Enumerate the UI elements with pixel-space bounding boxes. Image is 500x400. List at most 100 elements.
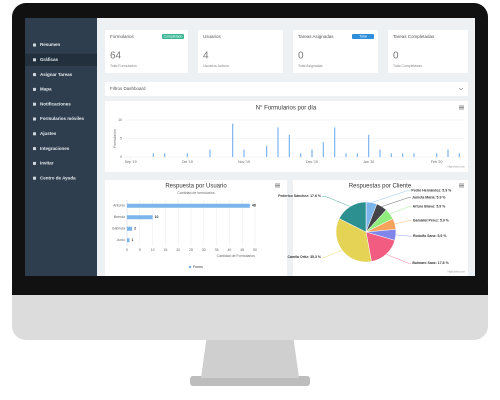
x-tick-label: 20 [176,248,180,252]
chart-title: Respuestas por Cliente [349,184,412,190]
y-tick-label: 0 [120,155,122,159]
data-label: Pedro Hernández: 5.9 % [411,189,452,193]
stat-card [105,30,188,73]
x-tick-label: 40 [227,248,231,252]
bar [368,134,370,157]
sidebar-icon [33,73,36,77]
sidebar-item[interactable]: Resumen [40,42,61,47]
card-value: 64 [110,51,122,62]
bar [127,215,153,220]
x-tick-label: 0 [126,248,128,252]
data-label: Camila Ortiz: 35.3 % [288,255,322,259]
x-tick-label: Jan '20 [363,160,374,164]
credits: Highcharts.com [448,166,465,169]
chart-subtitle: Cantidad de formularios [177,191,214,195]
bar [186,153,188,157]
sidebar-icon [33,132,36,136]
card-value: 4 [203,51,209,62]
bar [458,153,460,157]
bar [127,238,130,243]
label-connector [381,197,412,207]
data-label: 10 [155,215,159,219]
sidebar-icon [33,102,36,106]
bar [243,149,245,157]
bar [447,149,449,157]
y-tick-label: Gabriela [112,227,125,231]
card-caption: Total Asignadas [298,64,323,68]
data-label: 48 [252,204,256,208]
legend-label[interactable]: Forms [193,265,203,269]
card-caption: Total Formularios [110,64,137,68]
filter-chevron[interactable] [458,87,464,91]
stand-neck [201,335,299,378]
card-value: 0 [393,51,399,62]
bar [152,153,154,157]
pie-slice [335,218,372,263]
filter-label[interactable]: Filtros Dashboard [110,86,146,91]
filter-bar [105,82,468,96]
stat-card [388,30,468,73]
chart-title: Respuesta por Usuario [165,184,227,190]
sidebar-item[interactable]: Ajustes [40,131,57,136]
sidebar-active [25,53,97,66]
sidebar-icon [33,161,36,165]
legend-marker[interactable] [188,265,192,269]
y-tick-label: Antonio [113,204,125,208]
bar [127,226,133,231]
card-title: Tareas Completadas [393,34,435,39]
stat-card [293,30,378,73]
sidebar-item[interactable]: Asignar Tareas [40,72,73,77]
y-tick-label: 5 [120,136,122,140]
y-axis-title: Formularios [113,129,117,148]
x-tick-label: 15 [163,248,167,252]
bar [300,153,302,157]
monitor-bezel-bottom [12,282,488,295]
chart-title: N° Formularios por día [256,106,317,112]
card-badge [352,34,374,39]
card-badge-text: Completado [164,35,183,39]
bar [322,142,324,157]
dashboard: Resumen Gráficas Asignar Tareas Mapa Notific… [25,30,468,276]
sidebar-icon [33,117,36,121]
bar [209,149,211,157]
y-tick-label: Junio [117,238,125,242]
data-label: 2 [134,227,136,231]
label-connector [395,234,412,237]
sidebar-item[interactable]: Gráficas [40,57,59,62]
sidebar-item[interactable]: Invitar [40,161,54,166]
sidebar-item[interactable]: Formularios móviles [40,116,85,121]
sidebar-item[interactable]: Mapa [40,87,52,92]
y-tick-label: 10 [118,118,122,122]
bar [127,203,250,208]
stat-card [198,30,283,73]
x-tick-label: Oct '19 [182,160,193,164]
card-badge [162,34,184,39]
pie-slice [338,201,367,233]
bar [390,153,392,157]
card-title: Formularios [110,34,135,39]
card-caption: Usuarios Activos [203,64,229,68]
bar [356,153,358,157]
sidebar-icon [33,58,36,62]
label-connector [394,220,412,225]
bar [402,153,404,157]
data-label: 1 [132,238,134,242]
bar [232,123,234,157]
card-title: Tareas Asignadas [298,34,334,39]
sidebar-item[interactable]: Centro de Ayuda [40,175,76,180]
data-label: Rodolfo Sanz: 5.9 % [413,234,447,238]
chart-panel [105,101,468,172]
stand-base [190,376,310,386]
credits: Highcharts.com [448,271,465,274]
data-label: Jumeta María: 5.9 % [412,196,446,200]
data-label: Gamaliel Pérez: 5.9 % [413,219,450,223]
bar [311,149,313,157]
data-label: Arturo Bravo: 5.9 % [413,205,447,209]
bar [164,153,166,157]
sidebar-item[interactable]: Notificaciones [40,101,71,106]
sidebar-icon [33,43,36,47]
card-caption: Total Completadas [393,64,422,68]
card-title: Usuarios [203,34,222,39]
sidebar-item[interactable]: Integraciones [40,146,70,151]
